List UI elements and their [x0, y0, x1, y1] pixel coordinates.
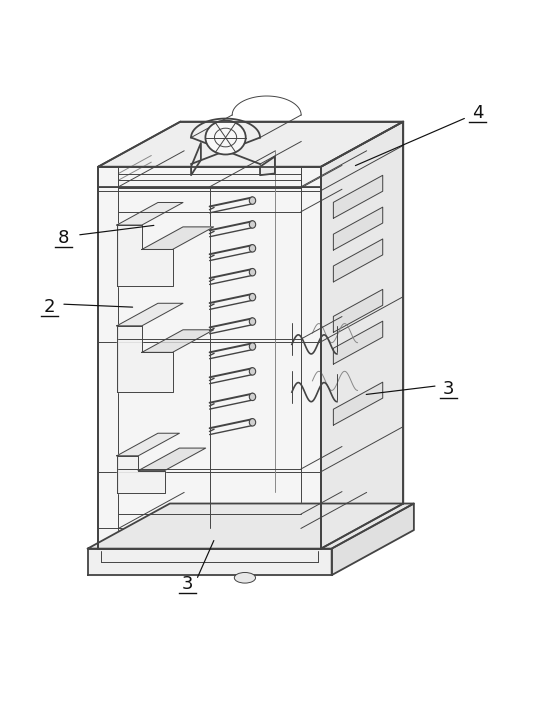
- Text: 3: 3: [182, 575, 193, 593]
- Ellipse shape: [249, 393, 256, 400]
- Polygon shape: [332, 503, 414, 575]
- Polygon shape: [117, 326, 173, 392]
- Polygon shape: [333, 290, 383, 332]
- Ellipse shape: [249, 245, 256, 252]
- Polygon shape: [117, 225, 173, 286]
- Polygon shape: [98, 121, 403, 167]
- Polygon shape: [333, 239, 383, 282]
- Text: 2: 2: [44, 298, 55, 316]
- Polygon shape: [321, 121, 403, 549]
- Ellipse shape: [249, 293, 256, 301]
- Polygon shape: [260, 156, 275, 175]
- Polygon shape: [333, 175, 383, 218]
- Polygon shape: [117, 456, 165, 493]
- Text: 3: 3: [443, 381, 454, 398]
- Ellipse shape: [249, 318, 256, 325]
- Polygon shape: [191, 143, 201, 175]
- Polygon shape: [333, 207, 383, 250]
- Polygon shape: [88, 549, 332, 575]
- Ellipse shape: [249, 268, 256, 276]
- Polygon shape: [191, 119, 260, 164]
- Polygon shape: [333, 321, 383, 364]
- Ellipse shape: [249, 343, 256, 350]
- Ellipse shape: [249, 221, 256, 228]
- Polygon shape: [142, 227, 214, 249]
- Polygon shape: [98, 167, 321, 549]
- Ellipse shape: [249, 197, 256, 204]
- Polygon shape: [138, 448, 206, 471]
- Polygon shape: [117, 303, 183, 326]
- Ellipse shape: [205, 121, 245, 155]
- Polygon shape: [117, 202, 183, 225]
- Polygon shape: [333, 382, 383, 425]
- Text: 8: 8: [58, 229, 70, 247]
- Polygon shape: [117, 433, 180, 456]
- Polygon shape: [142, 330, 214, 352]
- Polygon shape: [88, 503, 414, 549]
- Text: 4: 4: [472, 104, 483, 121]
- Ellipse shape: [249, 368, 256, 375]
- Ellipse shape: [249, 419, 256, 426]
- Ellipse shape: [234, 572, 256, 583]
